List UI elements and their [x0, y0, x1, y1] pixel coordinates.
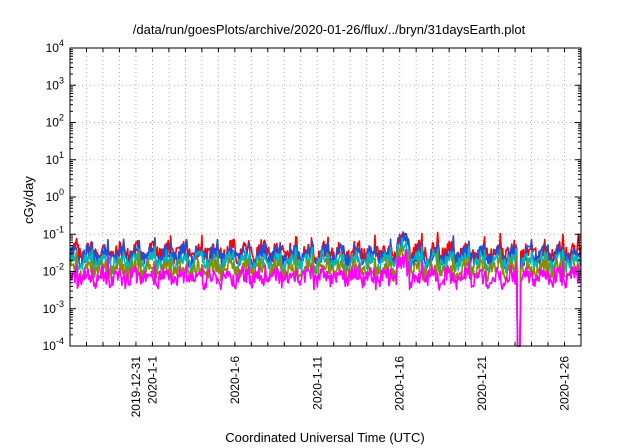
x-tick-label: 2020-1-16 [393, 356, 407, 411]
x-tick-label: 2020-1-26 [558, 356, 572, 411]
series-line [69, 231, 582, 347]
series-layer [69, 231, 582, 347]
y-tick-label: 104 [46, 38, 64, 55]
y-tick-label: 103 [46, 75, 64, 92]
x-axis: 2019-12-31 2020-1-1 2020-1-6 2020-1-11 2020-… [85, 48, 572, 418]
x-tick-label: 2020-1-6 [228, 356, 242, 404]
series-line [69, 237, 582, 347]
x-tick-label: 2020-1-1 [145, 356, 159, 404]
y-tick-label: 10-2 [43, 262, 64, 279]
y-tick-label: 10-1 [43, 224, 64, 241]
series-line [69, 249, 582, 347]
chart-title: /data/run/goesPlots/archive/2020-01-26/f… [133, 22, 526, 37]
grid [70, 48, 581, 346]
y-axis: 10-4 10-3 10-2 10-1 100 101 102 103 104 [43, 38, 581, 353]
y-tick-label: 10-4 [43, 336, 64, 353]
y-tick-label: 101 [46, 150, 64, 167]
x-tick-label: 2020-1-11 [310, 356, 324, 410]
y-tick-label: 102 [46, 113, 64, 130]
x-axis-label: Coordinated Universal Time (UTC) [225, 430, 424, 445]
x-tick-label: 2020-1-21 [475, 356, 489, 411]
y-tick-label: 100 [46, 187, 64, 204]
y-tick-label: 10-3 [43, 299, 64, 316]
x-tick-label: 2019-12-31 [129, 356, 143, 418]
y-axis-label: cGy/day [21, 176, 36, 224]
